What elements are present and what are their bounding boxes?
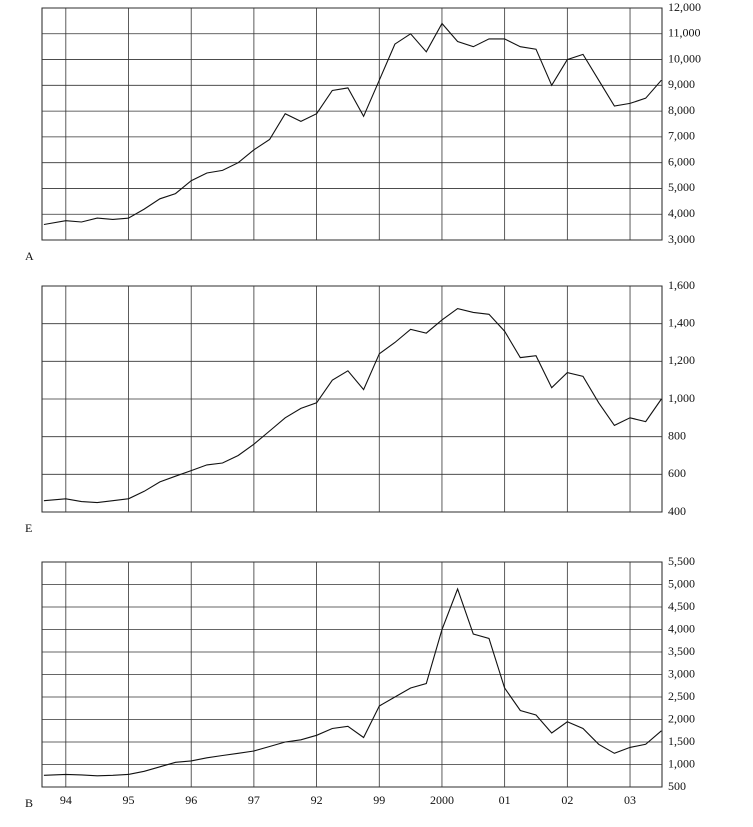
y-tick-label: 12,000 [668, 0, 701, 14]
x-tick-label: 01 [499, 793, 511, 807]
y-tick-label: 4,000 [668, 621, 695, 635]
y-tick-label: 10,000 [668, 51, 701, 65]
x-tick-label: 97 [248, 793, 260, 807]
panel-label: A [25, 249, 34, 263]
y-tick-label: 1,600 [668, 278, 695, 292]
y-tick-label: 4,500 [668, 599, 695, 613]
y-tick-label: 600 [668, 466, 686, 480]
y-tick-label: 3,500 [668, 644, 695, 658]
x-tick-label: 92 [311, 793, 323, 807]
y-tick-label: 5,500 [668, 554, 695, 568]
y-tick-label: 7,000 [668, 129, 695, 143]
y-tick-label: 3,000 [668, 666, 695, 680]
plot-frame [41, 7, 663, 241]
x-tick-label: 03 [624, 793, 636, 807]
y-tick-label: 6,000 [668, 154, 695, 168]
y-tick-label: 4,000 [668, 206, 695, 220]
y-tick-label: 2,000 [668, 711, 695, 725]
y-tick-label: 1,200 [668, 353, 695, 367]
x-tick-label: 96 [185, 793, 197, 807]
x-tick-label: 95 [123, 793, 135, 807]
y-tick-label: 1,000 [668, 756, 695, 770]
data-line [43, 22, 662, 226]
y-tick-label: 8,000 [668, 103, 695, 117]
panel-label: B [25, 796, 33, 810]
y-tick-label: 1,500 [668, 734, 695, 748]
data-line [43, 308, 662, 504]
panel-label: E [25, 521, 32, 535]
y-tick-label: 5,000 [668, 576, 695, 590]
y-tick-label: 3,000 [668, 232, 695, 246]
y-tick-label: 2,500 [668, 689, 695, 703]
x-tick-label: 99 [373, 793, 385, 807]
x-tick-label: 02 [561, 793, 573, 807]
y-tick-label: 1,000 [668, 391, 695, 405]
y-tick-label: 400 [668, 504, 686, 518]
y-tick-label: 1,400 [668, 315, 695, 329]
y-tick-label: 11,000 [668, 26, 701, 40]
x-tick-label: 94 [60, 793, 72, 807]
y-tick-label: 500 [668, 779, 686, 793]
data-line [43, 587, 662, 777]
y-tick-label: 9,000 [668, 77, 695, 91]
y-tick-label: 800 [668, 428, 686, 442]
y-tick-label: 5,000 [668, 180, 695, 194]
x-tick-label: 2000 [430, 793, 454, 807]
